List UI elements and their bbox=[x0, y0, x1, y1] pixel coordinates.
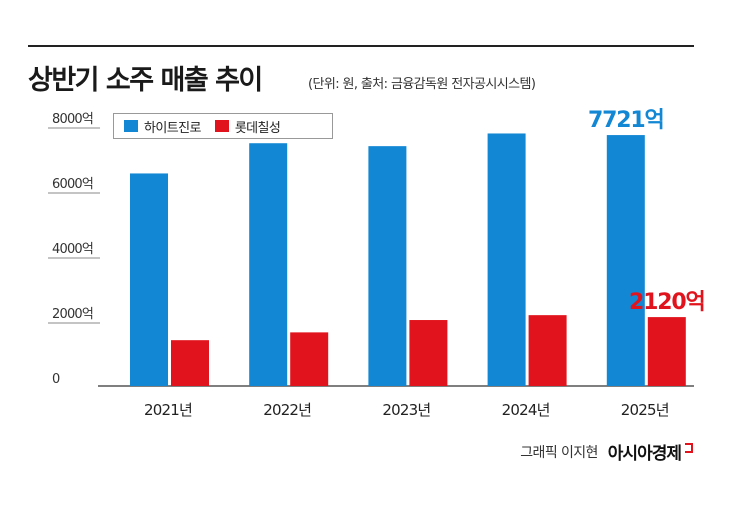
publisher-logo: 아시아경제 bbox=[607, 444, 682, 464]
y-tick-label: 2000억 bbox=[52, 307, 93, 322]
data-label-annotation: 2120억 bbox=[629, 290, 704, 315]
x-tick-label: 2023년 bbox=[382, 401, 430, 419]
bar-hite bbox=[368, 146, 407, 386]
bar-lotte bbox=[647, 317, 686, 386]
x-tick-label: 2024년 bbox=[502, 401, 550, 419]
legend-swatch-lotte bbox=[214, 120, 229, 132]
x-tick-label: 2021년 bbox=[144, 401, 192, 419]
y-tick-label: 6000억 bbox=[52, 177, 93, 192]
legend-label-hite: 하이트진로 bbox=[144, 120, 201, 136]
y-tick-label: 4000억 bbox=[52, 242, 93, 257]
bar-lotte bbox=[528, 315, 567, 386]
credit-text: 그래픽 이지현 bbox=[520, 444, 598, 461]
credit: 그래픽 이지현 아시아경제 bbox=[520, 439, 693, 464]
legend-item-lotte: 롯데칠성 bbox=[214, 117, 281, 136]
bar-hite bbox=[606, 135, 645, 386]
bar-lotte bbox=[171, 340, 209, 386]
legend: 하이트진로 롯데칠성 bbox=[113, 113, 333, 139]
publisher-logo-mark-icon bbox=[685, 442, 693, 453]
bar-hite bbox=[487, 133, 526, 386]
x-tick-label: 2022년 bbox=[263, 401, 311, 419]
data-label-annotation: 7721억 bbox=[588, 108, 663, 133]
bar-hite bbox=[249, 143, 288, 386]
y-tick-label: 0 bbox=[52, 372, 60, 387]
bar-lotte bbox=[409, 320, 448, 386]
chart-subtitle: (단위: 원, 출처: 금융감독원 전자공시시스템) bbox=[308, 77, 536, 92]
legend-item-hite: 하이트진로 bbox=[124, 117, 201, 136]
chart-title: 상반기 소주 매출 추이 bbox=[28, 65, 263, 96]
top-rule bbox=[28, 45, 694, 47]
legend-swatch-hite bbox=[124, 120, 138, 132]
bar-hite bbox=[130, 173, 168, 386]
y-tick-label: 8000억 bbox=[52, 112, 93, 127]
bar-lotte bbox=[290, 332, 329, 386]
legend-label-lotte: 롯데칠성 bbox=[234, 120, 281, 136]
x-tick-label: 2025년 bbox=[621, 401, 669, 419]
